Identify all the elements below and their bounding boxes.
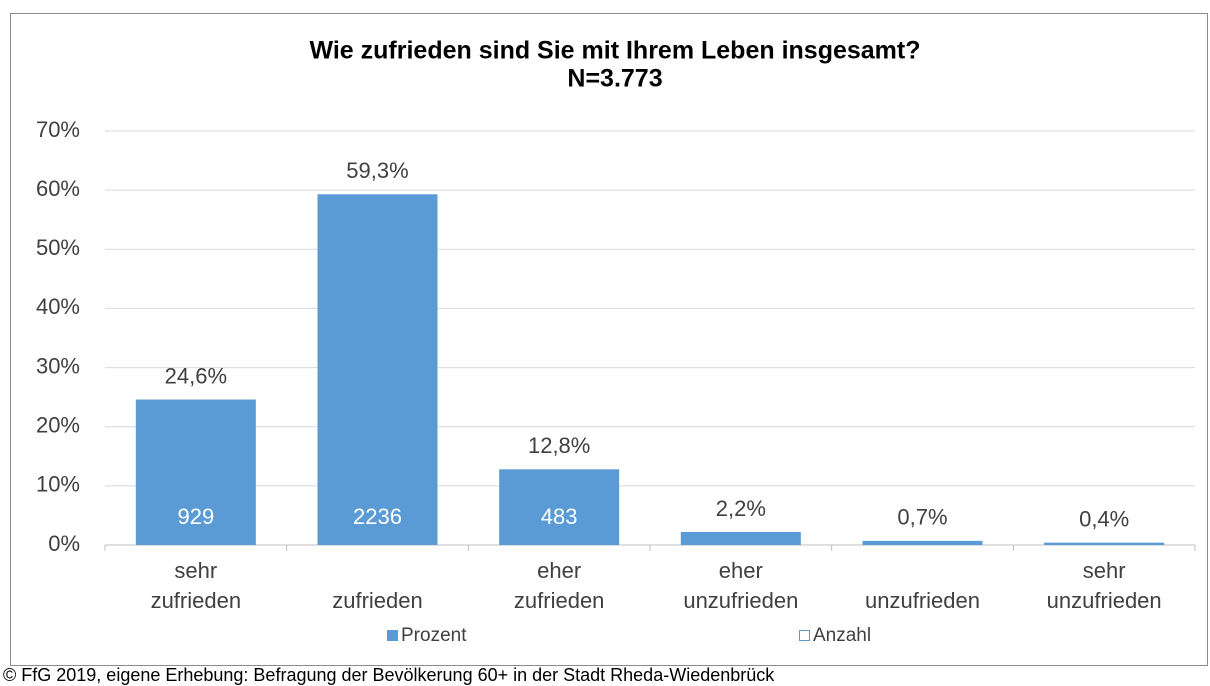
value-label: 59,3% bbox=[346, 158, 408, 183]
y-tick-label: 0% bbox=[48, 531, 80, 556]
x-tick-label-line: sehr bbox=[1083, 558, 1126, 583]
value-label: 24,6% bbox=[165, 363, 227, 388]
value-label: 0,4% bbox=[1079, 506, 1129, 531]
bar bbox=[862, 540, 983, 545]
legend-swatch bbox=[387, 630, 398, 641]
chart-title: Wie zufrieden sind Sie mit Ihrem Leben i… bbox=[309, 37, 920, 65]
bar bbox=[499, 469, 620, 545]
x-tick-label: eher unzufrieden bbox=[683, 558, 798, 613]
legend-label: Prozent bbox=[401, 625, 467, 646]
source-note: © FfG 2019, eigene Erhebung: Befragung d… bbox=[3, 665, 775, 685]
y-tick-label: 60% bbox=[36, 176, 80, 201]
value-label: 12,8% bbox=[528, 433, 590, 458]
x-tick-label-line: unzufrieden bbox=[683, 588, 798, 613]
y-tick-label: 70% bbox=[36, 117, 80, 142]
y-tick-label: 10% bbox=[36, 472, 80, 497]
x-tick-label-line: unzufrieden bbox=[1047, 588, 1162, 613]
x-tick-label: sehr unzufrieden bbox=[1047, 558, 1162, 613]
y-tick-label: 20% bbox=[36, 413, 80, 438]
x-tick-label: sehr zufrieden bbox=[151, 558, 242, 613]
chart-subtitle: N=3.773 bbox=[567, 65, 662, 93]
value-label: 2,2% bbox=[716, 496, 766, 521]
x-tick-label: zufrieden bbox=[332, 588, 423, 613]
bar bbox=[1044, 542, 1165, 545]
count-label: 929 bbox=[177, 504, 214, 529]
x-tick-label: unzufrieden bbox=[865, 588, 980, 613]
bar bbox=[317, 194, 438, 546]
x-tick-label-line: sehr bbox=[174, 558, 217, 583]
x-tick-label-line: eher bbox=[537, 558, 581, 583]
x-tick-label-line: zufrieden bbox=[514, 588, 605, 613]
bar bbox=[680, 531, 801, 545]
bar bbox=[135, 399, 256, 545]
legend-label: Anzahl bbox=[813, 625, 871, 646]
y-tick-label: 40% bbox=[36, 294, 80, 319]
x-tick-label: eher zufrieden bbox=[514, 558, 605, 613]
count-label: 2236 bbox=[353, 504, 402, 529]
x-tick-label-line: zufrieden bbox=[151, 588, 242, 613]
value-label: 0,7% bbox=[897, 505, 947, 530]
y-tick-label: 50% bbox=[36, 235, 80, 260]
chart-border bbox=[10, 13, 1208, 666]
y-tick-label: 30% bbox=[36, 353, 80, 378]
legend-swatch bbox=[799, 630, 810, 641]
count-label: 483 bbox=[541, 504, 578, 529]
x-tick-label-line: eher bbox=[719, 558, 763, 583]
